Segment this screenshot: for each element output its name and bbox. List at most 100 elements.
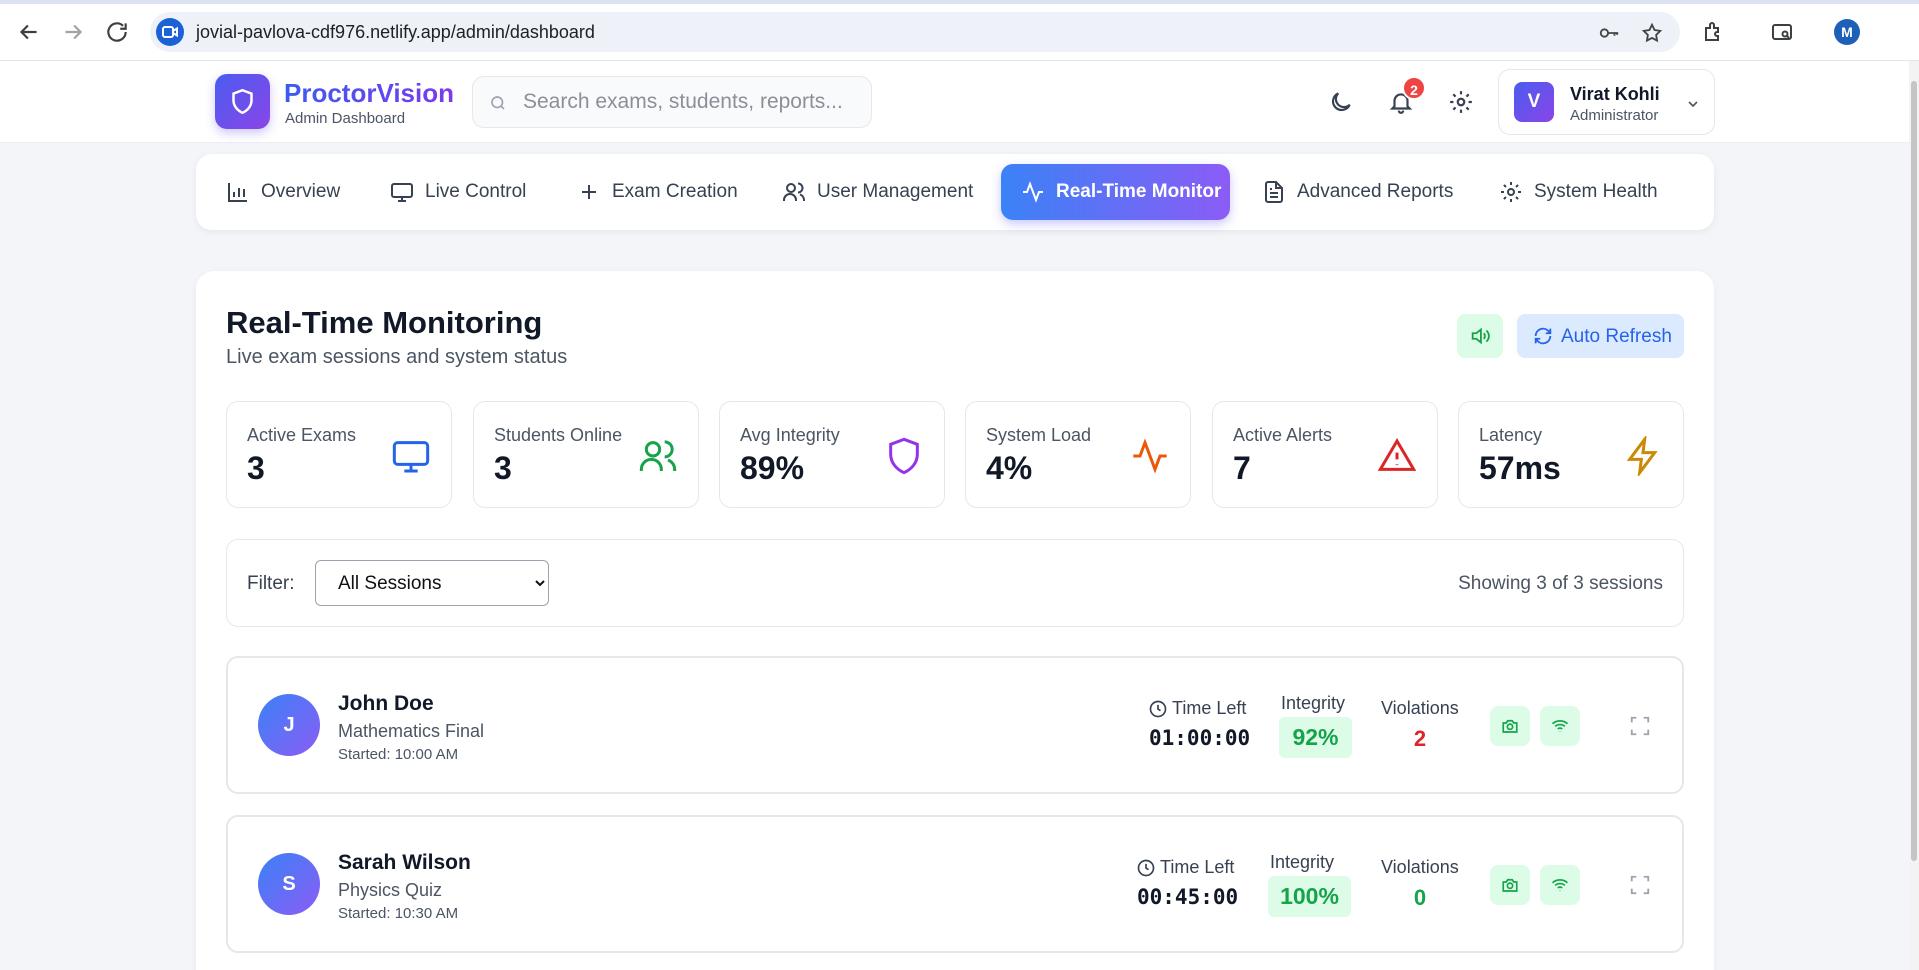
- shield-icon: [889, 437, 919, 475]
- tab-overview[interactable]: Overview: [226, 164, 366, 220]
- auto-refresh-label: Auto Refresh: [1561, 326, 1672, 347]
- tab-label: Overview: [261, 181, 341, 202]
- key-icon[interactable]: [1598, 22, 1620, 44]
- browser-profile-avatar[interactable]: M: [1834, 19, 1860, 45]
- monitor-icon: [392, 441, 430, 473]
- dark-mode-moon-icon[interactable]: [1328, 89, 1354, 115]
- filter-label: Filter:: [247, 573, 295, 594]
- session-start-time: Started: 10:30 AM: [338, 905, 459, 922]
- exam-name: Mathematics Final: [338, 721, 485, 741]
- stat-label: Latency: [1479, 425, 1543, 445]
- url-text[interactable]: jovial-pavlova-cdf976.netlify.app/admin/…: [196, 22, 595, 42]
- back-icon[interactable]: [16, 19, 42, 45]
- tab-system-health[interactable]: System Health: [1499, 164, 1664, 220]
- tab-label: System Health: [1534, 181, 1658, 202]
- wifi-icon: [1551, 879, 1569, 891]
- camera-status-button[interactable]: [1490, 706, 1530, 746]
- expand-icon[interactable]: [1629, 715, 1651, 737]
- reload-icon[interactable]: [104, 19, 130, 45]
- stat-label: Avg Integrity: [740, 425, 840, 445]
- stat-value: 57ms: [1479, 450, 1561, 486]
- tab-label: Real-Time Monitor: [1056, 181, 1222, 202]
- time-left-value: 00:45:00: [1137, 885, 1239, 909]
- page-scrollbar[interactable]: [1909, 61, 1919, 970]
- student-avatar: S: [258, 853, 320, 915]
- session-card[interactable]: S Sarah Wilson Physics Quiz Started: 10:…: [226, 815, 1684, 953]
- settings-gear-icon[interactable]: [1448, 89, 1474, 115]
- bookmark-star-icon[interactable]: [1641, 22, 1663, 44]
- browser-top-strip: [0, 0, 1919, 4]
- integrity-label: Integrity: [1270, 852, 1335, 872]
- volume-icon: [1471, 327, 1490, 345]
- student-name: John Doe: [338, 692, 434, 715]
- tab-exam-creation[interactable]: Exam Creation: [577, 164, 738, 220]
- users-icon: [639, 440, 677, 471]
- refresh-icon: [1534, 327, 1552, 345]
- browser-chrome: jovial-pavlova-cdf976.netlify.app/admin/…: [0, 0, 1919, 61]
- activity-icon: [1133, 438, 1167, 474]
- network-status-button[interactable]: [1540, 865, 1580, 905]
- extensions-icon[interactable]: [1702, 20, 1726, 44]
- student-avatar: J: [258, 694, 320, 756]
- activity-icon: [1023, 181, 1043, 203]
- tab-advanced-reports[interactable]: Advanced Reports: [1262, 164, 1454, 220]
- camera-icon: [1502, 878, 1518, 892]
- scrollbar-thumb[interactable]: [1911, 81, 1917, 861]
- time-left-value: 01:00:00: [1149, 726, 1251, 750]
- user-avatar: V: [1514, 82, 1554, 122]
- expand-icon[interactable]: [1629, 874, 1651, 896]
- plus-icon: [582, 185, 596, 199]
- bar-chart-icon: [228, 183, 247, 202]
- brand-name: ProctorVision: [284, 78, 455, 108]
- users-icon: [783, 182, 805, 201]
- auto-refresh-button[interactable]: Auto Refresh: [1517, 314, 1684, 358]
- stat-students-online: Students Online 3: [473, 401, 699, 508]
- stat-latency: Latency 57ms: [1458, 401, 1684, 508]
- stat-value: 7: [1233, 450, 1251, 486]
- camera-status-button[interactable]: [1490, 865, 1530, 905]
- session-start-time: Started: 10:00 AM: [338, 746, 459, 763]
- stat-value: 4%: [986, 450, 1033, 486]
- monitor-icon: [391, 183, 413, 202]
- tab-label: Live Control: [425, 181, 527, 202]
- violations-value: 2: [1413, 726, 1427, 751]
- session-filter-select[interactable]: All Sessions: [315, 560, 549, 606]
- user-name: Virat Kohli: [1570, 84, 1660, 104]
- user-menu[interactable]: V Virat Kohli Administrator: [1498, 69, 1715, 135]
- shield-icon: [232, 88, 253, 115]
- stat-value: 3: [247, 450, 265, 486]
- integrity-value: 92%: [1279, 717, 1352, 758]
- network-status-button[interactable]: [1540, 706, 1580, 746]
- stat-label: Active Alerts: [1233, 425, 1333, 445]
- violations-label: Violations: [1381, 857, 1459, 877]
- address-bar[interactable]: jovial-pavlova-cdf976.netlify.app/admin/…: [150, 12, 1680, 52]
- stat-value: 3: [494, 450, 512, 486]
- camera-icon: [1502, 719, 1518, 733]
- stat-active-alerts: Active Alerts 7: [1212, 401, 1438, 508]
- site-camera-icon[interactable]: [156, 18, 184, 46]
- exam-name: Physics Quiz: [338, 880, 443, 900]
- gear-icon: [1501, 182, 1521, 202]
- violations-value: 0: [1413, 885, 1427, 910]
- tab-real-time-monitor[interactable]: Real-Time Monitor: [1001, 164, 1230, 220]
- chevron-down-icon: [1688, 101, 1698, 108]
- stat-value: 89%: [740, 450, 805, 486]
- stat-label: Students Online: [494, 425, 623, 445]
- tab-label: Advanced Reports: [1297, 181, 1454, 202]
- integrity-label: Integrity: [1281, 693, 1346, 713]
- clock-icon: [1149, 700, 1167, 718]
- page-subtitle: Live exam sessions and system status: [226, 346, 568, 368]
- stat-avg-integrity: Avg Integrity 89%: [719, 401, 945, 508]
- tab-live-control[interactable]: Live Control: [390, 164, 530, 220]
- search-box[interactable]: [472, 76, 872, 128]
- logo[interactable]: [215, 74, 270, 129]
- search-input[interactable]: [523, 87, 858, 117]
- tab-search-icon[interactable]: [1770, 20, 1794, 44]
- monitoring-panel: Real-Time Monitoring Live exam sessions …: [196, 271, 1714, 970]
- tab-user-management[interactable]: User Management: [782, 164, 977, 220]
- sound-toggle-button[interactable]: [1457, 314, 1503, 358]
- forward-icon[interactable]: [60, 19, 86, 45]
- file-text-icon: [1265, 181, 1283, 203]
- brand-subtitle: Admin Dashboard: [285, 110, 406, 127]
- session-card[interactable]: J John Doe Mathematics Final Started: 10…: [226, 656, 1684, 794]
